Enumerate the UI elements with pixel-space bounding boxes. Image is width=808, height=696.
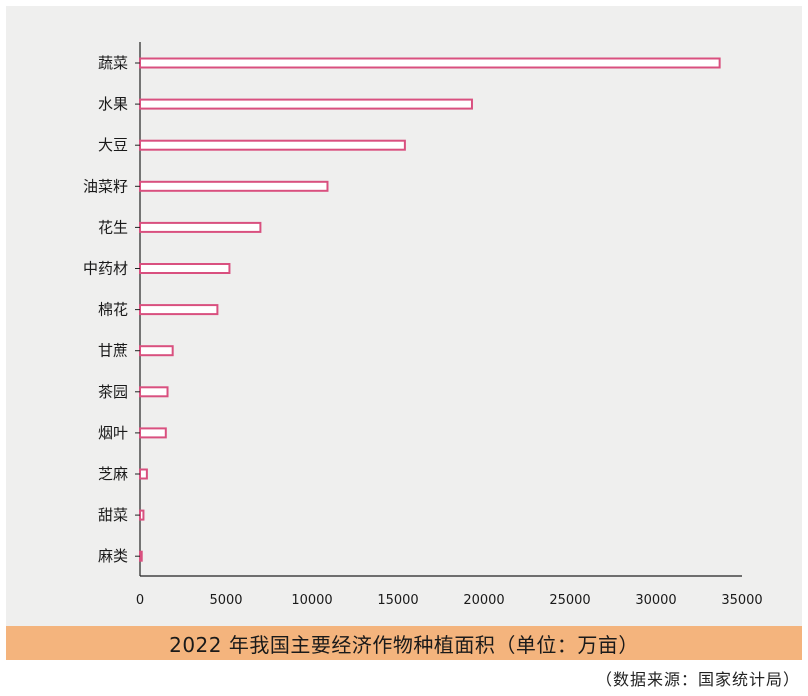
category-label: 甘蔗 <box>98 342 128 360</box>
bar-10 <box>139 468 148 480</box>
bar-6 <box>139 304 219 316</box>
x-tick-label: 15000 <box>377 593 418 608</box>
bar-9 <box>139 427 167 439</box>
bar-11 <box>139 509 145 521</box>
category-label: 花生 <box>98 218 128 236</box>
chart-title: 2022 年我国主要经济作物种植面积（单位：万亩） <box>169 632 639 657</box>
source-note: （数据来源：国家统计局） <box>595 670 800 689</box>
category-label: 烟叶 <box>98 424 128 442</box>
x-tick-label: 25000 <box>549 593 590 608</box>
x-tick-label: 5000 <box>209 593 242 608</box>
category-label: 茶园 <box>98 383 128 401</box>
category-label: 中药材 <box>83 260 128 278</box>
x-tick-label: 0 <box>136 593 144 608</box>
x-tick-label: 35000 <box>721 593 762 608</box>
category-label: 棉花 <box>98 301 128 319</box>
title-band: 2022 年我国主要经济作物种植面积（单位：万亩） <box>6 626 802 660</box>
category-label: 麻类 <box>98 547 128 565</box>
bar-4 <box>139 221 262 233</box>
x-tick-label: 10000 <box>291 593 332 608</box>
x-tick-label: 30000 <box>635 593 676 608</box>
category-label: 大豆 <box>98 136 128 154</box>
category-label: 蔬菜 <box>98 54 128 72</box>
bar-12 <box>139 550 143 562</box>
bar-8 <box>139 386 169 398</box>
bar-0 <box>139 57 721 69</box>
category-label: 芝麻 <box>98 465 128 483</box>
bar-1 <box>139 98 473 110</box>
category-label: 甜菜 <box>98 506 128 524</box>
bar-2 <box>139 139 406 151</box>
bars-group <box>139 57 721 562</box>
category-label: 油菜籽 <box>83 177 128 195</box>
bar-5 <box>139 263 231 274</box>
category-label: 水果 <box>98 95 128 113</box>
bar-7 <box>139 345 174 357</box>
x-tick-label: 20000 <box>463 593 504 608</box>
chart-axes <box>139 42 742 577</box>
bar-3 <box>139 180 329 192</box>
x-tick-labels: 0 5000 10000 15000 20000 25000 30000 35000 <box>136 593 763 608</box>
